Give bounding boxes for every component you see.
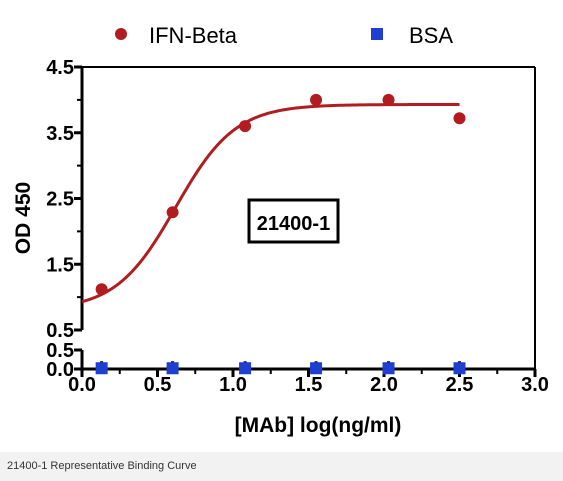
- ifn-beta-point: [310, 93, 323, 106]
- legend-marker-ifn-beta: [115, 28, 127, 40]
- x-tick-label: 0.0: [68, 374, 96, 396]
- figure-caption: 21400-1 Representative Binding Curve: [7, 460, 197, 472]
- y-tick-label-lower: 0.5: [46, 340, 74, 362]
- legend-label-ifn-beta: IFN-Beta: [149, 23, 238, 48]
- y-tick-label-lower: 0.0: [46, 359, 74, 381]
- y-tick-label-upper: 2.5: [46, 189, 74, 211]
- x-axis-label: [MAb] log(ng/ml): [235, 414, 402, 437]
- x-tick-label: 1.5: [295, 374, 323, 396]
- x-tick-label: 2.5: [446, 374, 474, 396]
- chart-annotation: 21400-1: [247, 198, 340, 244]
- legend-marker-bsa: [371, 28, 383, 40]
- bsa-points: [95, 361, 466, 375]
- ifn-beta-point: [239, 120, 252, 133]
- chart-figure: IFN-Beta BSA 0.5 1.5 2.5 3.5 4.5 0.0 0.5 0.0 0…: [12, 23, 549, 437]
- binding-curve-chart: IFN-Beta BSA 0.51.52.53.54.5 0.00.5 0.0 0…: [12, 23, 549, 437]
- y-tick-label-upper: 4.5: [46, 57, 74, 79]
- x-tick-label: 2.0: [370, 374, 398, 396]
- x-tick-label: 0.5: [144, 374, 172, 396]
- bsa-point: [239, 362, 252, 375]
- ifn-beta-point: [95, 283, 108, 296]
- x-tick-label: 3.0: [521, 374, 549, 396]
- y-axis-label: OD 450: [12, 182, 35, 254]
- y-tick-label-upper: 1.5: [46, 254, 74, 276]
- ifn-beta-point: [166, 206, 179, 219]
- caption-bar: 21400-1 Representative Binding Curve: [0, 452, 563, 481]
- x-axis-ticks: 0.0 0.5 1.0 1.5 2.0 2.5 3.0: [68, 369, 549, 396]
- ifn-beta-point: [453, 112, 466, 125]
- chart-annotation-label: 21400-1: [257, 213, 330, 235]
- y-axis-lower-ticks: 0.00.5: [46, 340, 82, 381]
- bsa-point: [95, 362, 108, 375]
- bsa-point: [166, 362, 179, 375]
- bsa-point: [453, 362, 466, 375]
- legend-label-bsa: BSA: [409, 23, 453, 48]
- y-axis-upper-ticks: 0.5 1.5 2.5 3.5 4.5: [46, 57, 82, 342]
- ifn-beta-point: [382, 93, 395, 106]
- ifn-beta-points: [95, 93, 466, 296]
- x-tick-label: 1.0: [219, 374, 247, 396]
- bsa-point: [310, 362, 323, 375]
- y-tick-label-upper: 0.5: [46, 320, 74, 342]
- y-tick-label-upper: 3.5: [46, 123, 74, 145]
- chart-legend: IFN-Beta BSA: [115, 23, 453, 48]
- ifn-beta-fit-curve: [81, 102, 460, 304]
- bsa-point: [382, 362, 395, 375]
